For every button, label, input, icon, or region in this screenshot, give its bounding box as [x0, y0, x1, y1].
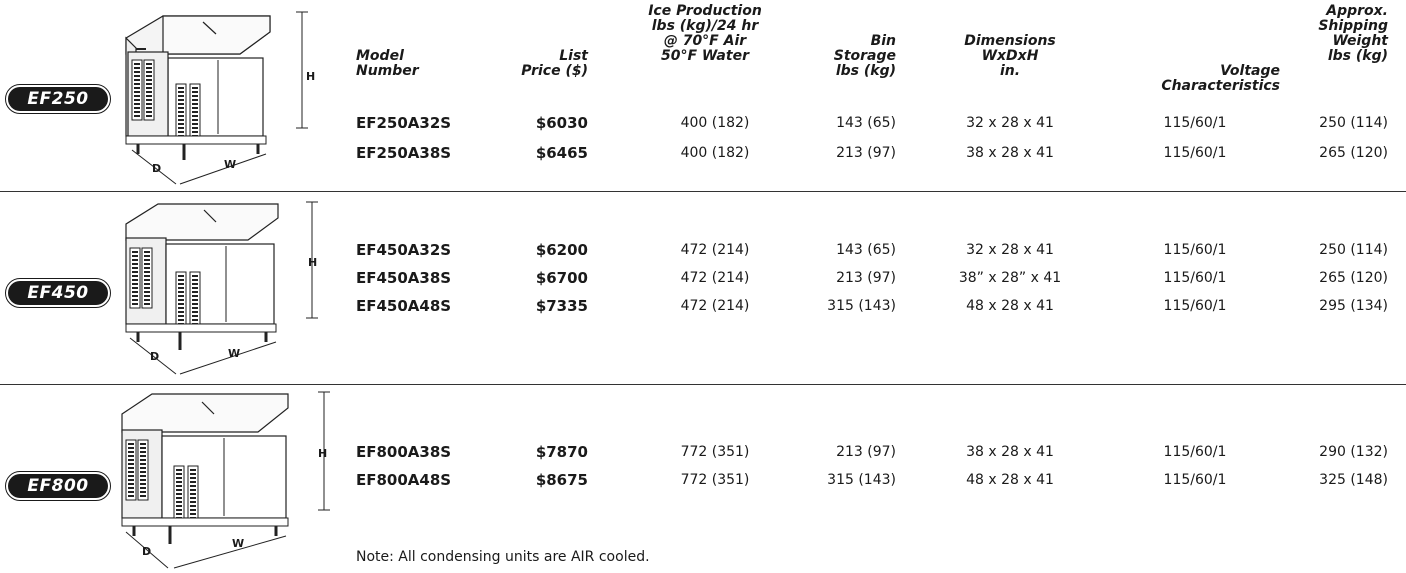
depth-label: D — [150, 350, 160, 363]
bin-storage: 213 (97) — [836, 444, 896, 460]
bin-storage: 143 (65) — [836, 115, 896, 131]
list-price: $6700 — [535, 269, 588, 287]
header-price: List Price ($) — [521, 48, 588, 79]
icemaker-illustration — [118, 388, 338, 572]
ice-production: 400 (182) — [680, 145, 750, 161]
bin-storage: 213 (97) — [836, 270, 896, 286]
model-number: EF800A38S — [356, 443, 452, 461]
shipping-weight: 295 (134) — [1319, 298, 1388, 314]
height-label: H — [318, 447, 328, 460]
voltage: 115/60/1 — [1163, 242, 1227, 258]
section-divider — [0, 191, 1406, 192]
dimensions: 48 x 28 x 41 — [966, 298, 1054, 314]
dimensions: 32 x 28 x 41 — [966, 115, 1054, 131]
voltage: 115/60/1 — [1163, 115, 1227, 131]
icemaker-illustration — [118, 8, 318, 186]
ice-production: 472 (214) — [680, 298, 750, 314]
header-voltage: Voltage Characteristics — [1161, 63, 1280, 94]
width-label: W — [224, 158, 237, 171]
shipping-weight: 325 (148) — [1319, 472, 1388, 488]
model-number: EF250A32S — [356, 114, 452, 132]
model-badge-ef800: EF800 — [5, 471, 111, 501]
model-number: EF450A38S — [356, 269, 452, 287]
header-shipping-weight: Approx. Shipping Weight lbs (kg) — [1318, 3, 1388, 64]
list-price: $7335 — [535, 297, 588, 315]
shipping-weight: 250 (114) — [1319, 115, 1388, 131]
height-label: H — [308, 256, 318, 269]
ice-production: 772 (351) — [680, 444, 750, 460]
dimensions: 32 x 28 x 41 — [966, 242, 1054, 258]
list-price: $6200 — [535, 241, 588, 259]
icemaker-illustration — [118, 198, 328, 378]
shipping-weight: 265 (120) — [1319, 270, 1388, 286]
ice-production: 400 (182) — [680, 115, 750, 131]
ice-production: 772 (351) — [680, 472, 750, 488]
list-price: $6465 — [535, 144, 588, 162]
bin-storage: 315 (143) — [827, 298, 896, 314]
bin-storage: 315 (143) — [827, 472, 896, 488]
header-ice-production: Ice Production lbs (kg)/24 hr @ 70°F Air… — [648, 3, 762, 64]
model-number: EF450A48S — [356, 297, 452, 315]
ice-production: 472 (214) — [680, 242, 750, 258]
width-label: W — [228, 347, 241, 360]
model-number: EF450A32S — [356, 241, 452, 259]
dimensions: 38” x 28” x 41 — [958, 270, 1062, 286]
height-label: H — [306, 70, 316, 83]
shipping-weight: 250 (114) — [1319, 242, 1388, 258]
list-price: $6030 — [535, 114, 588, 132]
footnote: Note: All condensing units are AIR coole… — [356, 549, 650, 565]
dimensions: 38 x 28 x 41 — [966, 145, 1054, 161]
model-badge-ef450: EF450 — [5, 278, 111, 308]
model-number: EF250A38S — [356, 144, 452, 162]
voltage: 115/60/1 — [1163, 270, 1227, 286]
list-price: $7870 — [535, 443, 588, 461]
header-model: Model Number — [356, 48, 419, 79]
voltage: 115/60/1 — [1163, 472, 1227, 488]
header-dimensions: Dimensions WxDxH in. — [964, 33, 1056, 79]
dimensions: 38 x 28 x 41 — [966, 444, 1054, 460]
model-number: EF800A48S — [356, 471, 452, 489]
shipping-weight: 290 (132) — [1319, 444, 1388, 460]
model-badge-ef250: EF250 — [5, 84, 111, 114]
list-price: $8675 — [535, 471, 588, 489]
depth-label: D — [152, 162, 162, 175]
voltage: 115/60/1 — [1163, 145, 1227, 161]
ice-production: 472 (214) — [680, 270, 750, 286]
width-label: W — [232, 537, 245, 550]
header-bin-storage: Bin Storage lbs (kg) — [833, 33, 896, 79]
depth-label: D — [142, 545, 152, 558]
voltage: 115/60/1 — [1163, 444, 1227, 460]
bin-storage: 213 (97) — [836, 145, 896, 161]
dimensions: 48 x 28 x 41 — [966, 472, 1054, 488]
bin-storage: 143 (65) — [836, 242, 896, 258]
shipping-weight: 265 (120) — [1319, 145, 1388, 161]
voltage: 115/60/1 — [1163, 298, 1227, 314]
section-divider — [0, 384, 1406, 385]
